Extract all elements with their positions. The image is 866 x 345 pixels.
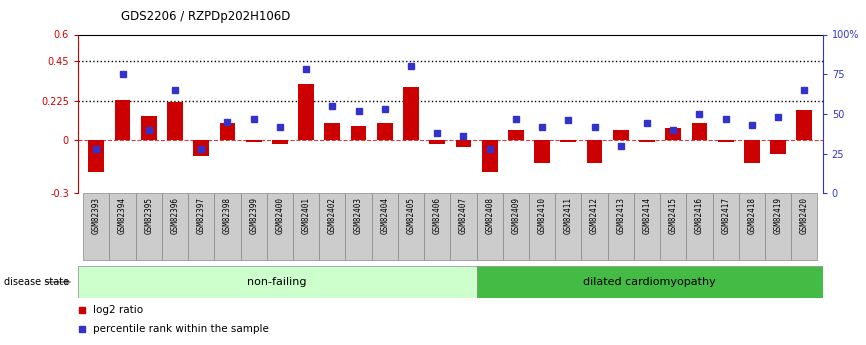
- Bar: [320, 193, 346, 260]
- Bar: [293, 193, 320, 260]
- Text: GSM82416: GSM82416: [695, 197, 704, 234]
- Text: GSM82419: GSM82419: [773, 197, 783, 234]
- Text: GSM82399: GSM82399: [249, 197, 258, 234]
- Bar: [241, 193, 267, 260]
- Text: GSM82411: GSM82411: [564, 197, 572, 234]
- Text: GSM82403: GSM82403: [354, 197, 363, 234]
- Text: GSM82410: GSM82410: [538, 197, 546, 234]
- Text: GSM82408: GSM82408: [485, 197, 494, 234]
- Bar: [109, 193, 136, 260]
- Bar: [665, 128, 681, 140]
- Bar: [450, 193, 476, 260]
- Bar: [397, 193, 424, 260]
- Bar: [114, 100, 131, 140]
- Text: GSM82407: GSM82407: [459, 197, 468, 234]
- Bar: [608, 193, 634, 260]
- Bar: [188, 193, 214, 260]
- Text: GSM82414: GSM82414: [643, 197, 651, 234]
- Bar: [141, 116, 157, 140]
- Bar: [581, 193, 608, 260]
- Bar: [529, 193, 555, 260]
- Bar: [325, 123, 340, 140]
- Bar: [220, 123, 236, 140]
- Bar: [193, 140, 209, 156]
- Bar: [613, 130, 629, 140]
- Text: GSM82393: GSM82393: [92, 197, 100, 234]
- Bar: [83, 193, 109, 260]
- Bar: [634, 193, 660, 260]
- Text: dilated cardiomyopathy: dilated cardiomyopathy: [583, 277, 716, 287]
- Bar: [162, 193, 188, 260]
- Bar: [744, 140, 759, 163]
- Text: GSM82395: GSM82395: [145, 197, 153, 234]
- Bar: [346, 193, 372, 260]
- Text: GSM82397: GSM82397: [197, 197, 206, 234]
- Text: GSM82396: GSM82396: [171, 197, 179, 234]
- Bar: [770, 140, 786, 155]
- Bar: [639, 140, 655, 142]
- Text: GSM82412: GSM82412: [590, 197, 599, 234]
- Bar: [456, 140, 471, 147]
- Bar: [430, 140, 445, 144]
- Text: GDS2206 / RZPDp202H106D: GDS2206 / RZPDp202H106D: [121, 10, 291, 23]
- Bar: [167, 101, 183, 140]
- Bar: [476, 193, 503, 260]
- Bar: [660, 193, 687, 260]
- Bar: [713, 193, 739, 260]
- Bar: [246, 140, 262, 142]
- Bar: [508, 130, 524, 140]
- Text: GSM82401: GSM82401: [301, 197, 311, 234]
- Bar: [739, 193, 765, 260]
- Text: GSM82394: GSM82394: [118, 197, 127, 234]
- Text: GSM82402: GSM82402: [328, 197, 337, 234]
- Text: log2 ratio: log2 ratio: [93, 305, 143, 315]
- Bar: [403, 87, 419, 140]
- Bar: [560, 140, 576, 142]
- Bar: [555, 193, 581, 260]
- Text: GSM82409: GSM82409: [512, 197, 520, 234]
- Text: GSM82398: GSM82398: [223, 197, 232, 234]
- Bar: [372, 193, 397, 260]
- Bar: [377, 123, 392, 140]
- Text: GSM82420: GSM82420: [800, 197, 809, 234]
- Text: GSM82400: GSM82400: [275, 197, 284, 234]
- Bar: [78, 266, 476, 298]
- Text: GSM82417: GSM82417: [721, 197, 730, 234]
- Bar: [503, 193, 529, 260]
- Bar: [534, 140, 550, 163]
- Bar: [692, 123, 708, 140]
- Bar: [424, 193, 450, 260]
- Text: percentile rank within the sample: percentile rank within the sample: [93, 324, 268, 334]
- Bar: [88, 140, 104, 172]
- Bar: [476, 266, 823, 298]
- Text: GSM82418: GSM82418: [747, 197, 756, 234]
- Bar: [136, 193, 162, 260]
- Bar: [481, 140, 498, 172]
- Bar: [351, 126, 366, 140]
- Text: GSM82413: GSM82413: [617, 197, 625, 234]
- Bar: [687, 193, 713, 260]
- Bar: [214, 193, 241, 260]
- Bar: [267, 193, 293, 260]
- Bar: [792, 193, 818, 260]
- Bar: [718, 140, 734, 142]
- Bar: [797, 110, 812, 140]
- Bar: [298, 84, 314, 140]
- Text: GSM82415: GSM82415: [669, 197, 678, 234]
- Bar: [765, 193, 792, 260]
- Text: GSM82404: GSM82404: [380, 197, 389, 234]
- Text: GSM82406: GSM82406: [433, 197, 442, 234]
- Bar: [272, 140, 288, 144]
- Text: GSM82405: GSM82405: [406, 197, 416, 234]
- Bar: [586, 140, 603, 163]
- Text: disease state: disease state: [4, 277, 69, 287]
- Text: non-failing: non-failing: [248, 277, 307, 287]
